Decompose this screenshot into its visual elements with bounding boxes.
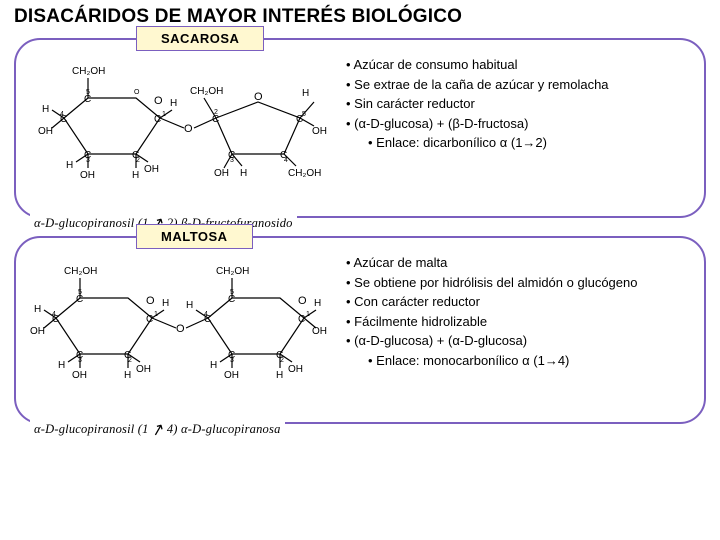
list-item: Fácilmente hidrolizable <box>346 313 637 331</box>
svg-text:H: H <box>162 298 169 309</box>
list-item: Enlace: dicarbonílico α (1→2) <box>346 134 609 152</box>
svg-text:O: O <box>254 91 263 103</box>
structure-maltosa: O CH₂OH H OH OH H H OH H O <box>26 252 336 412</box>
svg-text:H: H <box>132 170 139 181</box>
svg-text:OH: OH <box>224 370 239 381</box>
structure-sacarosa: O CH₂OH H OH OH H H OH H O <box>26 54 336 206</box>
svg-text:H: H <box>314 298 321 309</box>
list-item: Azúcar de malta <box>346 254 637 272</box>
svg-text:H: H <box>42 104 49 115</box>
svg-text:H: H <box>34 304 41 315</box>
svg-text:OH: OH <box>136 364 151 375</box>
page-title: DISACÁRIDOS DE MAYOR INTERÉS BIOLÓGICO <box>14 6 720 28</box>
svg-text:O: O <box>134 89 140 96</box>
badge-sacarosa: SACAROSA <box>136 26 264 51</box>
svg-text:H: H <box>124 370 131 381</box>
svg-text:C: C <box>52 314 59 325</box>
svg-text:OH: OH <box>312 126 327 137</box>
svg-text:CH₂OH: CH₂OH <box>72 66 105 77</box>
svg-text:H: H <box>186 300 193 311</box>
formula-maltosa: α-D-glucopiranosil (1 ↗ 4) α-D-glucopira… <box>30 418 285 438</box>
svg-text:C: C <box>276 350 283 361</box>
svg-text:O: O <box>184 123 193 135</box>
svg-text:CH₂OH: CH₂OH <box>216 266 249 277</box>
svg-text:OH: OH <box>38 126 53 137</box>
list-item: Se obtiene por hidrólisis del almidón o … <box>346 274 637 292</box>
svg-text:CH₂OH: CH₂OH <box>288 168 321 179</box>
svg-text:C: C <box>76 350 83 361</box>
svg-text:CH₂OH: CH₂OH <box>190 86 223 97</box>
card-maltosa: MALTOSA O CH₂OH H OH OH H H OH H <box>14 236 706 424</box>
svg-text:OH: OH <box>72 370 87 381</box>
svg-text:H: H <box>170 98 177 109</box>
svg-text:C: C <box>296 114 303 125</box>
badge-maltosa: MALTOSA <box>136 224 253 249</box>
svg-text:C: C <box>228 150 235 161</box>
svg-text:CH₂OH: CH₂OH <box>64 266 97 277</box>
list-item: (α-D-glucosa) + (β-D-fructosa) <box>346 115 609 133</box>
svg-text:H: H <box>66 160 73 171</box>
svg-text:O: O <box>298 295 307 307</box>
list-item: Azúcar de consumo habitual <box>346 56 609 74</box>
svg-text:OH: OH <box>214 168 229 179</box>
svg-text:C: C <box>60 114 67 125</box>
svg-text:C: C <box>76 294 83 305</box>
svg-text:C: C <box>212 114 219 125</box>
svg-text:C: C <box>132 150 139 161</box>
svg-text:C: C <box>228 350 235 361</box>
list-item: Se extrae de la caña de azúcar y remolac… <box>346 76 609 94</box>
svg-text:O: O <box>176 323 185 335</box>
svg-text:OH: OH <box>30 326 45 337</box>
bullets-maltosa: Azúcar de malta Se obtiene por hidrólisi… <box>346 252 637 371</box>
svg-text:C: C <box>84 94 91 105</box>
svg-text:H: H <box>240 168 247 179</box>
svg-text:O: O <box>146 295 155 307</box>
svg-text:H: H <box>302 88 309 99</box>
svg-text:H: H <box>276 370 283 381</box>
svg-text:1: 1 <box>162 111 166 118</box>
svg-text:C: C <box>298 314 305 325</box>
svg-text:OH: OH <box>144 164 159 175</box>
svg-text:C: C <box>204 314 211 325</box>
svg-text:O: O <box>154 95 163 107</box>
bullets-sacarosa: Azúcar de consumo habitual Se extrae de … <box>346 54 609 154</box>
svg-text:C: C <box>154 114 161 125</box>
svg-text:OH: OH <box>288 364 303 375</box>
svg-text:C: C <box>146 314 153 325</box>
svg-text:C: C <box>280 150 287 161</box>
card-sacarosa: SACAROSA O CH₂OH H OH OH <box>14 38 706 218</box>
svg-text:C: C <box>228 294 235 305</box>
svg-text:1: 1 <box>306 311 310 318</box>
svg-text:1: 1 <box>154 311 158 318</box>
list-item: Sin carácter reductor <box>346 95 609 113</box>
list-item: Enlace: monocarbonílico α (1→4) <box>346 352 637 370</box>
svg-text:OH: OH <box>312 326 327 337</box>
svg-text:C: C <box>124 350 131 361</box>
svg-text:C: C <box>84 150 91 161</box>
svg-text:H: H <box>58 360 65 371</box>
list-item: Con carácter reductor <box>346 293 637 311</box>
list-item: (α-D-glucosa) + (α-D-glucosa) <box>346 332 637 350</box>
svg-text:OH: OH <box>80 170 95 181</box>
svg-text:H: H <box>210 360 217 371</box>
